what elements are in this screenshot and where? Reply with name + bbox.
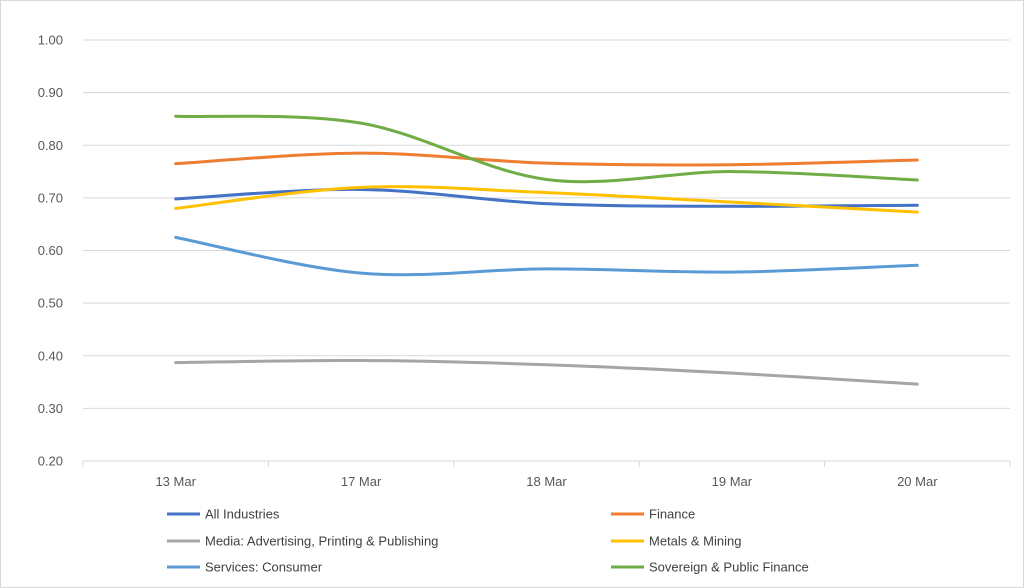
y-tick-label: 0.60: [38, 243, 63, 258]
series-lines: [174, 114, 919, 386]
series-line-media-advertising-printing-publishing: [174, 358, 919, 386]
legend-label: Media: Advertising, Printing & Publishin…: [205, 534, 438, 549]
y-tick-label: 0.30: [38, 401, 63, 416]
legend-item: Finance: [611, 507, 695, 522]
legend-item: All Industries: [167, 507, 280, 522]
legend: All Industries Finance Media: Advertising,…: [167, 507, 809, 575]
legend-label: Metals & Mining: [649, 534, 741, 549]
y-tick-label: 0.90: [38, 85, 63, 100]
series-line-services-consumer: [174, 235, 919, 277]
series-line-finance: [174, 151, 919, 167]
legend-label: Sovereign & Public Finance: [649, 560, 809, 575]
x-axis: [82, 460, 1011, 467]
legend-item: Media: Advertising, Printing & Publishin…: [167, 534, 438, 549]
x-tick-label: 17 Mar: [341, 474, 382, 489]
legend-item: Sovereign & Public Finance: [611, 560, 809, 575]
legend-label: Services: Consumer: [205, 560, 323, 575]
legend-label: All Industries: [205, 507, 280, 522]
y-tick-label: 0.50: [38, 296, 63, 311]
y-tick-label: 0.80: [38, 138, 63, 153]
y-tick-label: 1.00: [38, 33, 63, 48]
y-tick-label: 0.20: [38, 454, 63, 469]
x-tick-label: 13 Mar: [155, 474, 196, 489]
legend-label: Finance: [649, 507, 695, 522]
y-tick-label: 0.40: [38, 348, 63, 363]
x-tick-label: 20 Mar: [897, 474, 938, 489]
y-tick-label: 0.70: [38, 190, 63, 205]
y-tick-labels: 0.20 0.30 0.40 0.50 0.60 0.70 0.80 0.90 1.00: [38, 33, 63, 469]
legend-item: Services: Consumer: [167, 560, 323, 575]
gridlines: [83, 39, 1010, 409]
legend-item: Metals & Mining: [611, 534, 741, 549]
x-tick-label: 19 Mar: [712, 474, 753, 489]
x-tick-label: 18 Mar: [526, 474, 567, 489]
series-line-sovereign-public-finance: [174, 114, 919, 184]
x-tick-labels: 13 Mar 17 Mar 18 Mar 19 Mar 20 Mar: [155, 474, 938, 489]
